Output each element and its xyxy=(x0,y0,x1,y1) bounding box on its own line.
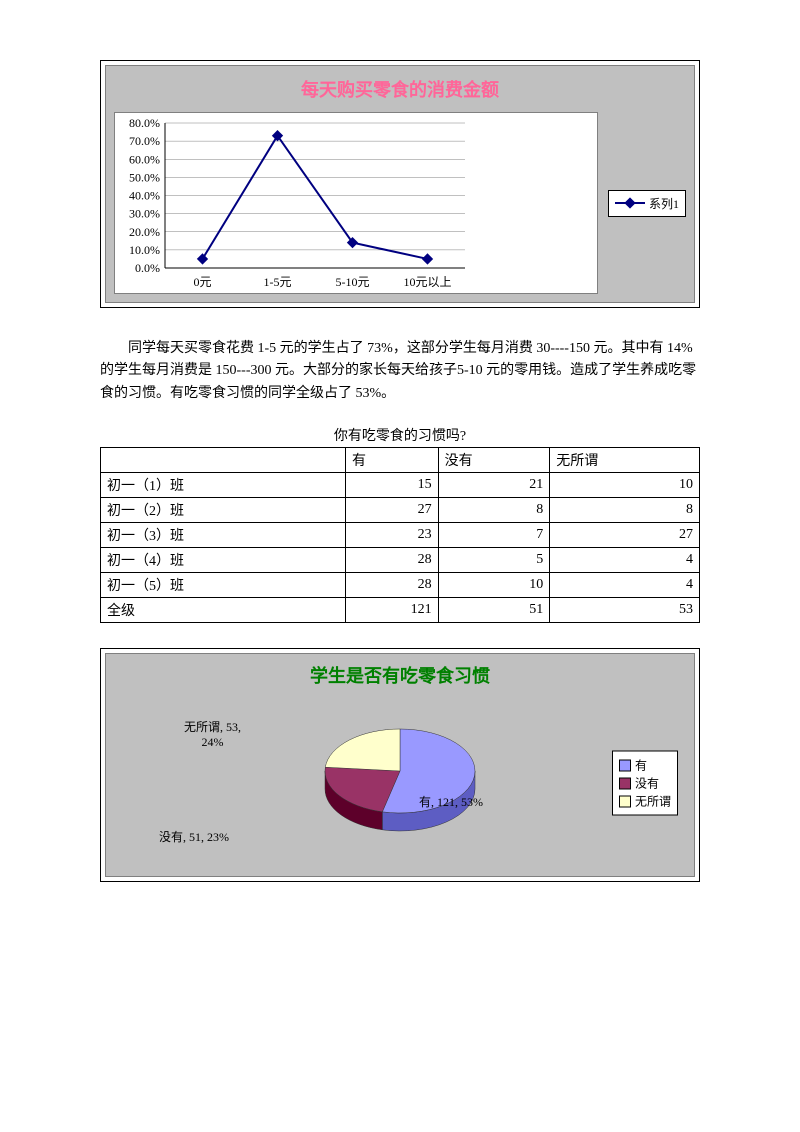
pie-legend-item: 没有 xyxy=(619,775,671,792)
row-value: 15 xyxy=(346,473,439,498)
row-value: 121 xyxy=(346,598,439,623)
row-value: 21 xyxy=(438,473,550,498)
table-row: 初一（3）班23727 xyxy=(101,523,700,548)
habit-table: 有没有无所谓初一（1）班152110初一（2）班2788初一（3）班23727初… xyxy=(100,447,700,623)
row-value: 23 xyxy=(346,523,439,548)
svg-text:70.0%: 70.0% xyxy=(129,134,160,148)
legend-series-label: 系列1 xyxy=(649,195,679,212)
table-header: 无所谓 xyxy=(550,448,700,473)
table-header: 有 xyxy=(346,448,439,473)
pie-legend-item: 有 xyxy=(619,757,671,774)
svg-text:5-10元: 5-10元 xyxy=(336,275,370,289)
analysis-paragraph: 同学每天买零食花费 1-5 元的学生占了 73%，这部分学生每月消费 30---… xyxy=(100,338,700,405)
pie-chart-plot: 有没有无所谓 有, 121, 53% 没有, 51, 23% 无所谓, 53,24% xyxy=(114,698,686,868)
pie-chart-legend: 有没有无所谓 xyxy=(612,751,678,816)
table-row: 初一（1）班152110 xyxy=(101,473,700,498)
row-label: 全级 xyxy=(101,598,346,623)
pie-slice-label: 无所谓, 53,24% xyxy=(184,718,241,750)
svg-text:0.0%: 0.0% xyxy=(135,261,160,275)
row-value: 28 xyxy=(346,573,439,598)
legend-swatch-icon xyxy=(619,759,631,771)
line-chart-inner: 每天购买零食的消费金额 0.0% 10.0% 20.0% 30.0% 40.0% 50.0… xyxy=(105,65,695,303)
line-chart-title: 每天购买零食的消费金额 xyxy=(114,76,686,102)
pie-slice-label: 有, 121, 53% xyxy=(419,793,483,810)
row-label: 初一（3）班 xyxy=(101,523,346,548)
svg-text:10元以上: 10元以上 xyxy=(403,275,451,289)
line-chart-container: 每天购买零食的消费金额 0.0% 10.0% 20.0% 30.0% 40.0% 50.0… xyxy=(100,60,700,308)
svg-text:10.0%: 10.0% xyxy=(129,243,160,257)
row-value: 27 xyxy=(346,498,439,523)
legend-swatch-icon xyxy=(619,795,631,807)
row-value: 10 xyxy=(550,473,700,498)
row-value: 53 xyxy=(550,598,700,623)
table-caption: 你有吃零食的习惯吗? xyxy=(100,425,700,445)
row-value: 5 xyxy=(438,548,550,573)
svg-text:60.0%: 60.0% xyxy=(129,152,160,166)
row-value: 8 xyxy=(550,498,700,523)
legend-label: 没有 xyxy=(635,775,659,792)
row-label: 初一（5）班 xyxy=(101,573,346,598)
svg-text:80.0%: 80.0% xyxy=(129,116,160,130)
row-value: 4 xyxy=(550,548,700,573)
table-row: 初一（5）班28104 xyxy=(101,573,700,598)
pie-chart-title: 学生是否有吃零食习惯 xyxy=(114,662,686,688)
table-header xyxy=(101,448,346,473)
table-row: 全级1215153 xyxy=(101,598,700,623)
row-label: 初一（4）班 xyxy=(101,548,346,573)
line-chart-legend: 系列1 xyxy=(608,190,686,217)
svg-text:30.0%: 30.0% xyxy=(129,207,160,221)
table-row: 初一（2）班2788 xyxy=(101,498,700,523)
pie-chart-container: 学生是否有吃零食习惯 有没有无所谓 有, 121, 53% 没有, 51, 23%… xyxy=(100,648,700,882)
table-header: 没有 xyxy=(438,448,550,473)
pie-chart-inner: 学生是否有吃零食习惯 有没有无所谓 有, 121, 53% 没有, 51, 23%… xyxy=(105,653,695,877)
svg-text:50.0%: 50.0% xyxy=(129,170,160,184)
row-label: 初一（1）班 xyxy=(101,473,346,498)
row-value: 10 xyxy=(438,573,550,598)
row-value: 8 xyxy=(438,498,550,523)
legend-label: 有 xyxy=(635,757,647,774)
row-value: 28 xyxy=(346,548,439,573)
row-value: 4 xyxy=(550,573,700,598)
legend-line-icon xyxy=(615,202,645,204)
svg-text:1-5元: 1-5元 xyxy=(264,275,292,289)
svg-text:40.0%: 40.0% xyxy=(129,189,160,203)
row-value: 51 xyxy=(438,598,550,623)
table-row: 初一（4）班2854 xyxy=(101,548,700,573)
pie-slice-label: 没有, 51, 23% xyxy=(159,828,229,845)
legend-swatch-icon xyxy=(619,777,631,789)
svg-text:20.0%: 20.0% xyxy=(129,225,160,239)
svg-text:0元: 0元 xyxy=(193,275,211,289)
legend-label: 无所谓 xyxy=(635,793,671,810)
pie-legend-item: 无所谓 xyxy=(619,793,671,810)
line-chart-plot: 0.0% 10.0% 20.0% 30.0% 40.0% 50.0% 60.0% 70.0% 8… xyxy=(114,112,598,294)
row-label: 初一（2）班 xyxy=(101,498,346,523)
row-value: 27 xyxy=(550,523,700,548)
row-value: 7 xyxy=(438,523,550,548)
